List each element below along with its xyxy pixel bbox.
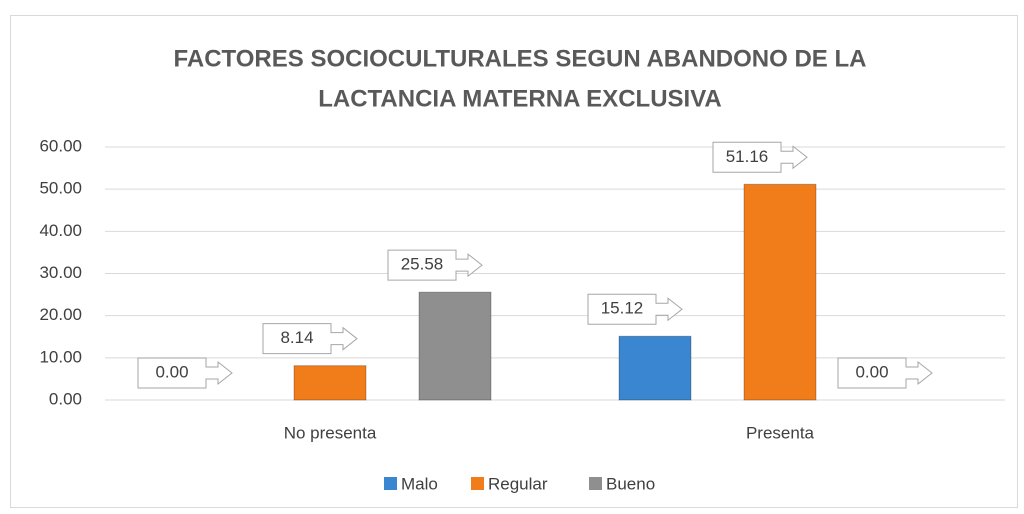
- label-callout: [837, 357, 933, 389]
- label-callout: [262, 323, 358, 355]
- y-tick-label: 30.00: [39, 263, 82, 282]
- label-callout: [387, 249, 483, 281]
- data-label: 15.12: [601, 299, 644, 318]
- data-label: 25.58: [401, 255, 444, 274]
- y-tick-label: 40.00: [39, 221, 82, 240]
- legend-swatch: [384, 477, 397, 490]
- bar: [618, 335, 692, 401]
- data-label: 8.14: [280, 328, 313, 347]
- legend-swatch: [589, 477, 602, 490]
- y-tick-label: 10.00: [39, 347, 82, 366]
- legend-label: Malo: [401, 474, 438, 493]
- chart-title: FACTORES SOCIOCULTURALES SEGUN ABANDONO …: [174, 45, 867, 72]
- x-tick-label: No presenta: [284, 423, 377, 442]
- bar: [293, 365, 367, 401]
- data-label: 0.00: [155, 362, 188, 381]
- chart-title: LACTANCIA MATERNA EXCLUSIVA: [318, 85, 722, 112]
- y-tick-label: 20.00: [39, 305, 82, 324]
- data-label: 0.00: [855, 362, 888, 381]
- bar: [418, 291, 492, 401]
- y-tick-label: 60.00: [39, 136, 82, 155]
- data-label: 51.16: [726, 147, 769, 166]
- legend-swatch: [471, 477, 484, 490]
- label-callout: [712, 141, 808, 173]
- y-tick-label: 50.00: [39, 179, 82, 198]
- bar: [743, 183, 817, 401]
- label-callout: [587, 293, 683, 325]
- legend-label: Regular: [488, 474, 548, 493]
- x-tick-label: Presenta: [746, 423, 815, 442]
- y-tick-label: 0.00: [49, 389, 82, 408]
- label-callout: [137, 357, 233, 389]
- legend-label: Bueno: [606, 474, 655, 493]
- chart-border: [10, 15, 1018, 508]
